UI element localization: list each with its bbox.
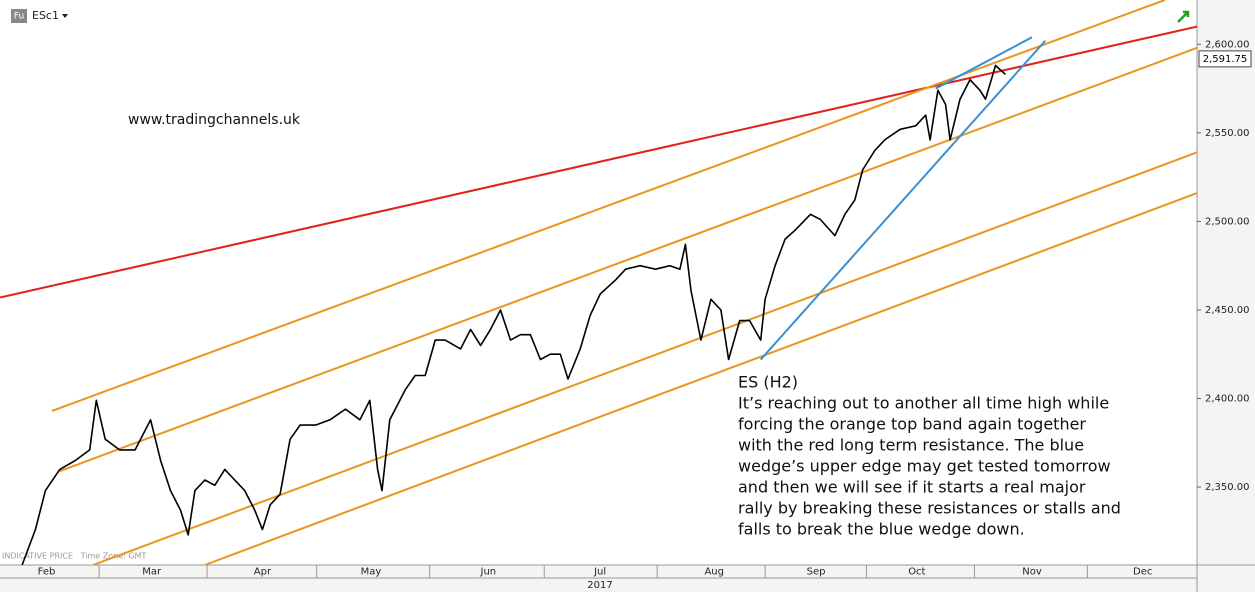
trend-line — [92, 151, 1197, 565]
annotation-line: forcing the orange top band again togeth… — [738, 415, 1086, 434]
trend-line — [51, 0, 1166, 412]
x-tick-label: Aug — [704, 567, 724, 578]
plot-area — [0, 0, 1197, 565]
x-tick-label: Sep — [807, 567, 826, 578]
trend-line — [59, 46, 1197, 473]
x-tick-label: Feb — [38, 567, 56, 578]
watermark: www.tradingchannels.uk — [128, 112, 301, 128]
annotation-line: ES (H2) — [738, 373, 798, 392]
year-label: 2017 — [587, 580, 612, 591]
x-tick-label: Jun — [480, 567, 497, 578]
annotation-line: rally by breaking these resistances or s… — [738, 499, 1121, 518]
x-tick-label: Mar — [142, 567, 162, 578]
x-tick-label: Dec — [1133, 567, 1152, 578]
x-tick-label: Nov — [1022, 567, 1042, 578]
y-tick-label: 2,400.00 — [1205, 394, 1250, 405]
x-tick-label: Apr — [254, 567, 272, 578]
x-tick-label: Oct — [908, 567, 925, 578]
y-axis-panel — [1197, 0, 1255, 565]
footnote: INDICATIVE PRICE Time Zone: GMT — [2, 552, 146, 561]
badge-box — [11, 9, 27, 23]
y-tick-label: 2,600.00 — [1205, 39, 1250, 50]
y-tick-label: 2,350.00 — [1205, 482, 1250, 493]
x-tick-label: Jul — [593, 567, 606, 578]
annotation-line: and then we will see if it starts a real… — [738, 478, 1086, 497]
annotation-line: falls to break the blue wedge down. — [738, 520, 1025, 539]
y-tick-label: 2,500.00 — [1205, 216, 1250, 227]
annotation-line: with the red long term resistance. The b… — [738, 436, 1084, 455]
y-tick-label: 2,450.00 — [1205, 305, 1250, 316]
dropdown-arrow[interactable] — [62, 14, 68, 18]
trend-line — [0, 25, 1197, 299]
last-price-label: 2,591.75 — [1203, 54, 1248, 65]
trend-icon[interactable] — [1177, 10, 1190, 23]
trend-line — [204, 192, 1197, 565]
x-tick-label: May — [361, 567, 382, 578]
instrument[interactable]: ESc1 — [32, 9, 59, 22]
y-tick-label: 2,550.00 — [1205, 128, 1250, 139]
trend-line — [759, 40, 1047, 361]
annotation-line: wedge’s upper edge may get tested tomorr… — [738, 457, 1111, 476]
last-price-box — [1198, 50, 1252, 68]
price-line — [21, 64, 1006, 565]
badge: Fu — [14, 12, 24, 22]
annotation-line: It’s reaching out to another all time hi… — [738, 394, 1109, 413]
trend-line — [935, 36, 1033, 90]
